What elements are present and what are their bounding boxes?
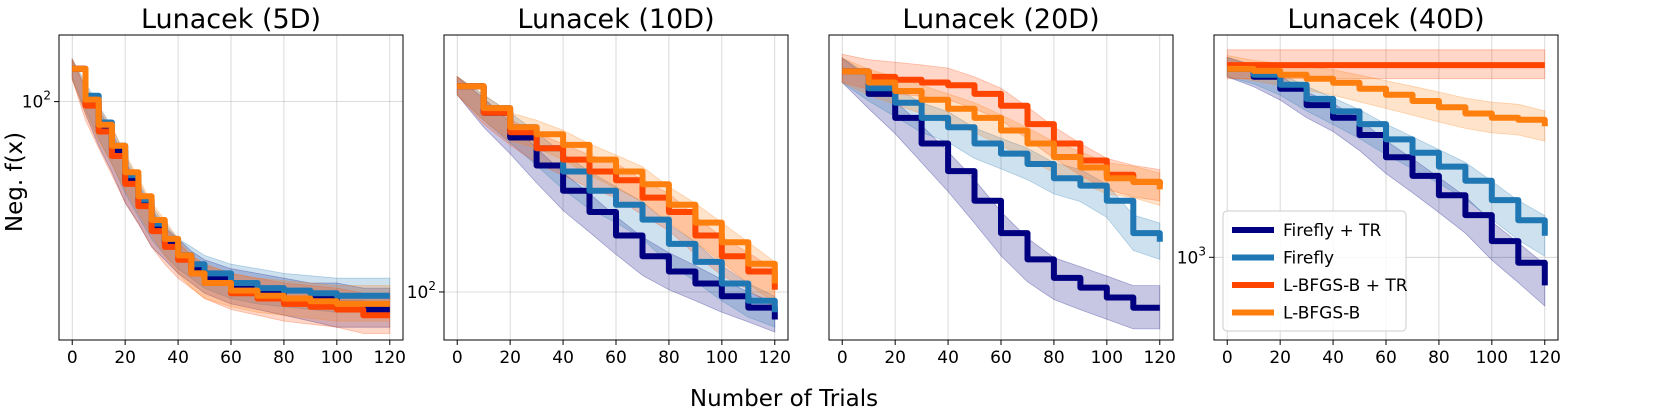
x-tick-label: 40: [167, 348, 189, 368]
series-line: [842, 68, 1163, 190]
legend-label: L-BFGS-B + TR: [1283, 276, 1408, 296]
chart-title: Lunacek (40D): [1287, 4, 1484, 35]
x-tick-label: 0: [67, 348, 78, 368]
chart-panel-1: 0 20 40 60 80 100 120 102 Lunacek (5D): [22, 4, 406, 368]
x-tick-label: 0: [452, 348, 463, 368]
series-line: [1227, 65, 1548, 236]
series-group: [841, 53, 1163, 330]
legend-label: Firefly + TR: [1283, 221, 1382, 241]
series-band: [456, 75, 776, 333]
chart-panel-2: 0 20 40 60 80 100 120 102 Lunacek (10D): [407, 4, 791, 368]
series-line: [457, 83, 778, 290]
x-tick-label: 0: [837, 348, 848, 368]
x-tick-label: 120: [1529, 348, 1561, 368]
x-tick-label: 80: [658, 348, 680, 368]
y-tick-label: 102: [22, 89, 51, 113]
series-group: [456, 75, 778, 333]
series-line: [72, 65, 390, 307]
x-tick-label: 60: [1375, 348, 1397, 368]
x-tick-label: 20: [884, 348, 906, 368]
y-tick-label: 102: [407, 279, 436, 303]
legend: Firefly + TR Firefly L-BFGS-B + TR L-BFGS-B: [1222, 210, 1408, 332]
y-axis-label: Neg. f(x): [2, 132, 28, 232]
x-tick-label: 20: [1269, 348, 1291, 368]
panels: 0 20 40 60 80 100 120 102 Lunacek (5D) 0 20 40 60 80 1…: [22, 4, 1561, 368]
x-tick-label: 0: [1222, 348, 1233, 368]
x-tick-label: 60: [605, 348, 627, 368]
legend-label: L-BFGS-B: [1283, 304, 1360, 324]
chart-panel-3: 0 20 40 60 80 100 120 Lunacek (20D): [828, 4, 1176, 368]
legend-label: Firefly: [1283, 249, 1334, 269]
x-tick-label: 120: [1144, 348, 1176, 368]
chart-panel-4: 0 20 40 60 80 100 120 103 Lunacek (40D): [1177, 4, 1561, 368]
x-tick-label: 80: [273, 348, 295, 368]
y-tick-label: 103: [1177, 244, 1206, 268]
x-tick-label: 60: [220, 348, 242, 368]
x-tick-label: 40: [937, 348, 959, 368]
series-line: [842, 68, 1163, 242]
series-line: [1227, 65, 1548, 127]
x-tick-label: 40: [552, 348, 574, 368]
chart-title: Lunacek (5D): [141, 4, 321, 35]
x-tick-label: 80: [1428, 348, 1450, 368]
series-group: [1226, 49, 1548, 307]
x-tick-label: 40: [1322, 348, 1344, 368]
x-axis-label: Number of Trials: [690, 386, 878, 412]
x-tick-label: 100: [706, 348, 738, 368]
series-line: [457, 83, 778, 284]
x-tick-label: 20: [114, 348, 136, 368]
x-tick-label: 120: [759, 348, 791, 368]
x-tick-label: 80: [1043, 348, 1065, 368]
x-tick-label: 100: [1476, 348, 1508, 368]
chart-title: Lunacek (10D): [517, 4, 714, 35]
x-tick-label: 60: [990, 348, 1012, 368]
x-tick-label: 100: [1091, 348, 1123, 368]
x-tick-label: 100: [321, 348, 353, 368]
series-line: [842, 68, 1160, 311]
series-line: [1227, 65, 1548, 286]
series-line: [457, 83, 778, 320]
legend-box: [1222, 210, 1407, 332]
chart-title: Lunacek (20D): [902, 4, 1099, 35]
x-tick-label: 120: [374, 348, 406, 368]
x-tick-label: 20: [499, 348, 521, 368]
series-group: [71, 57, 391, 334]
